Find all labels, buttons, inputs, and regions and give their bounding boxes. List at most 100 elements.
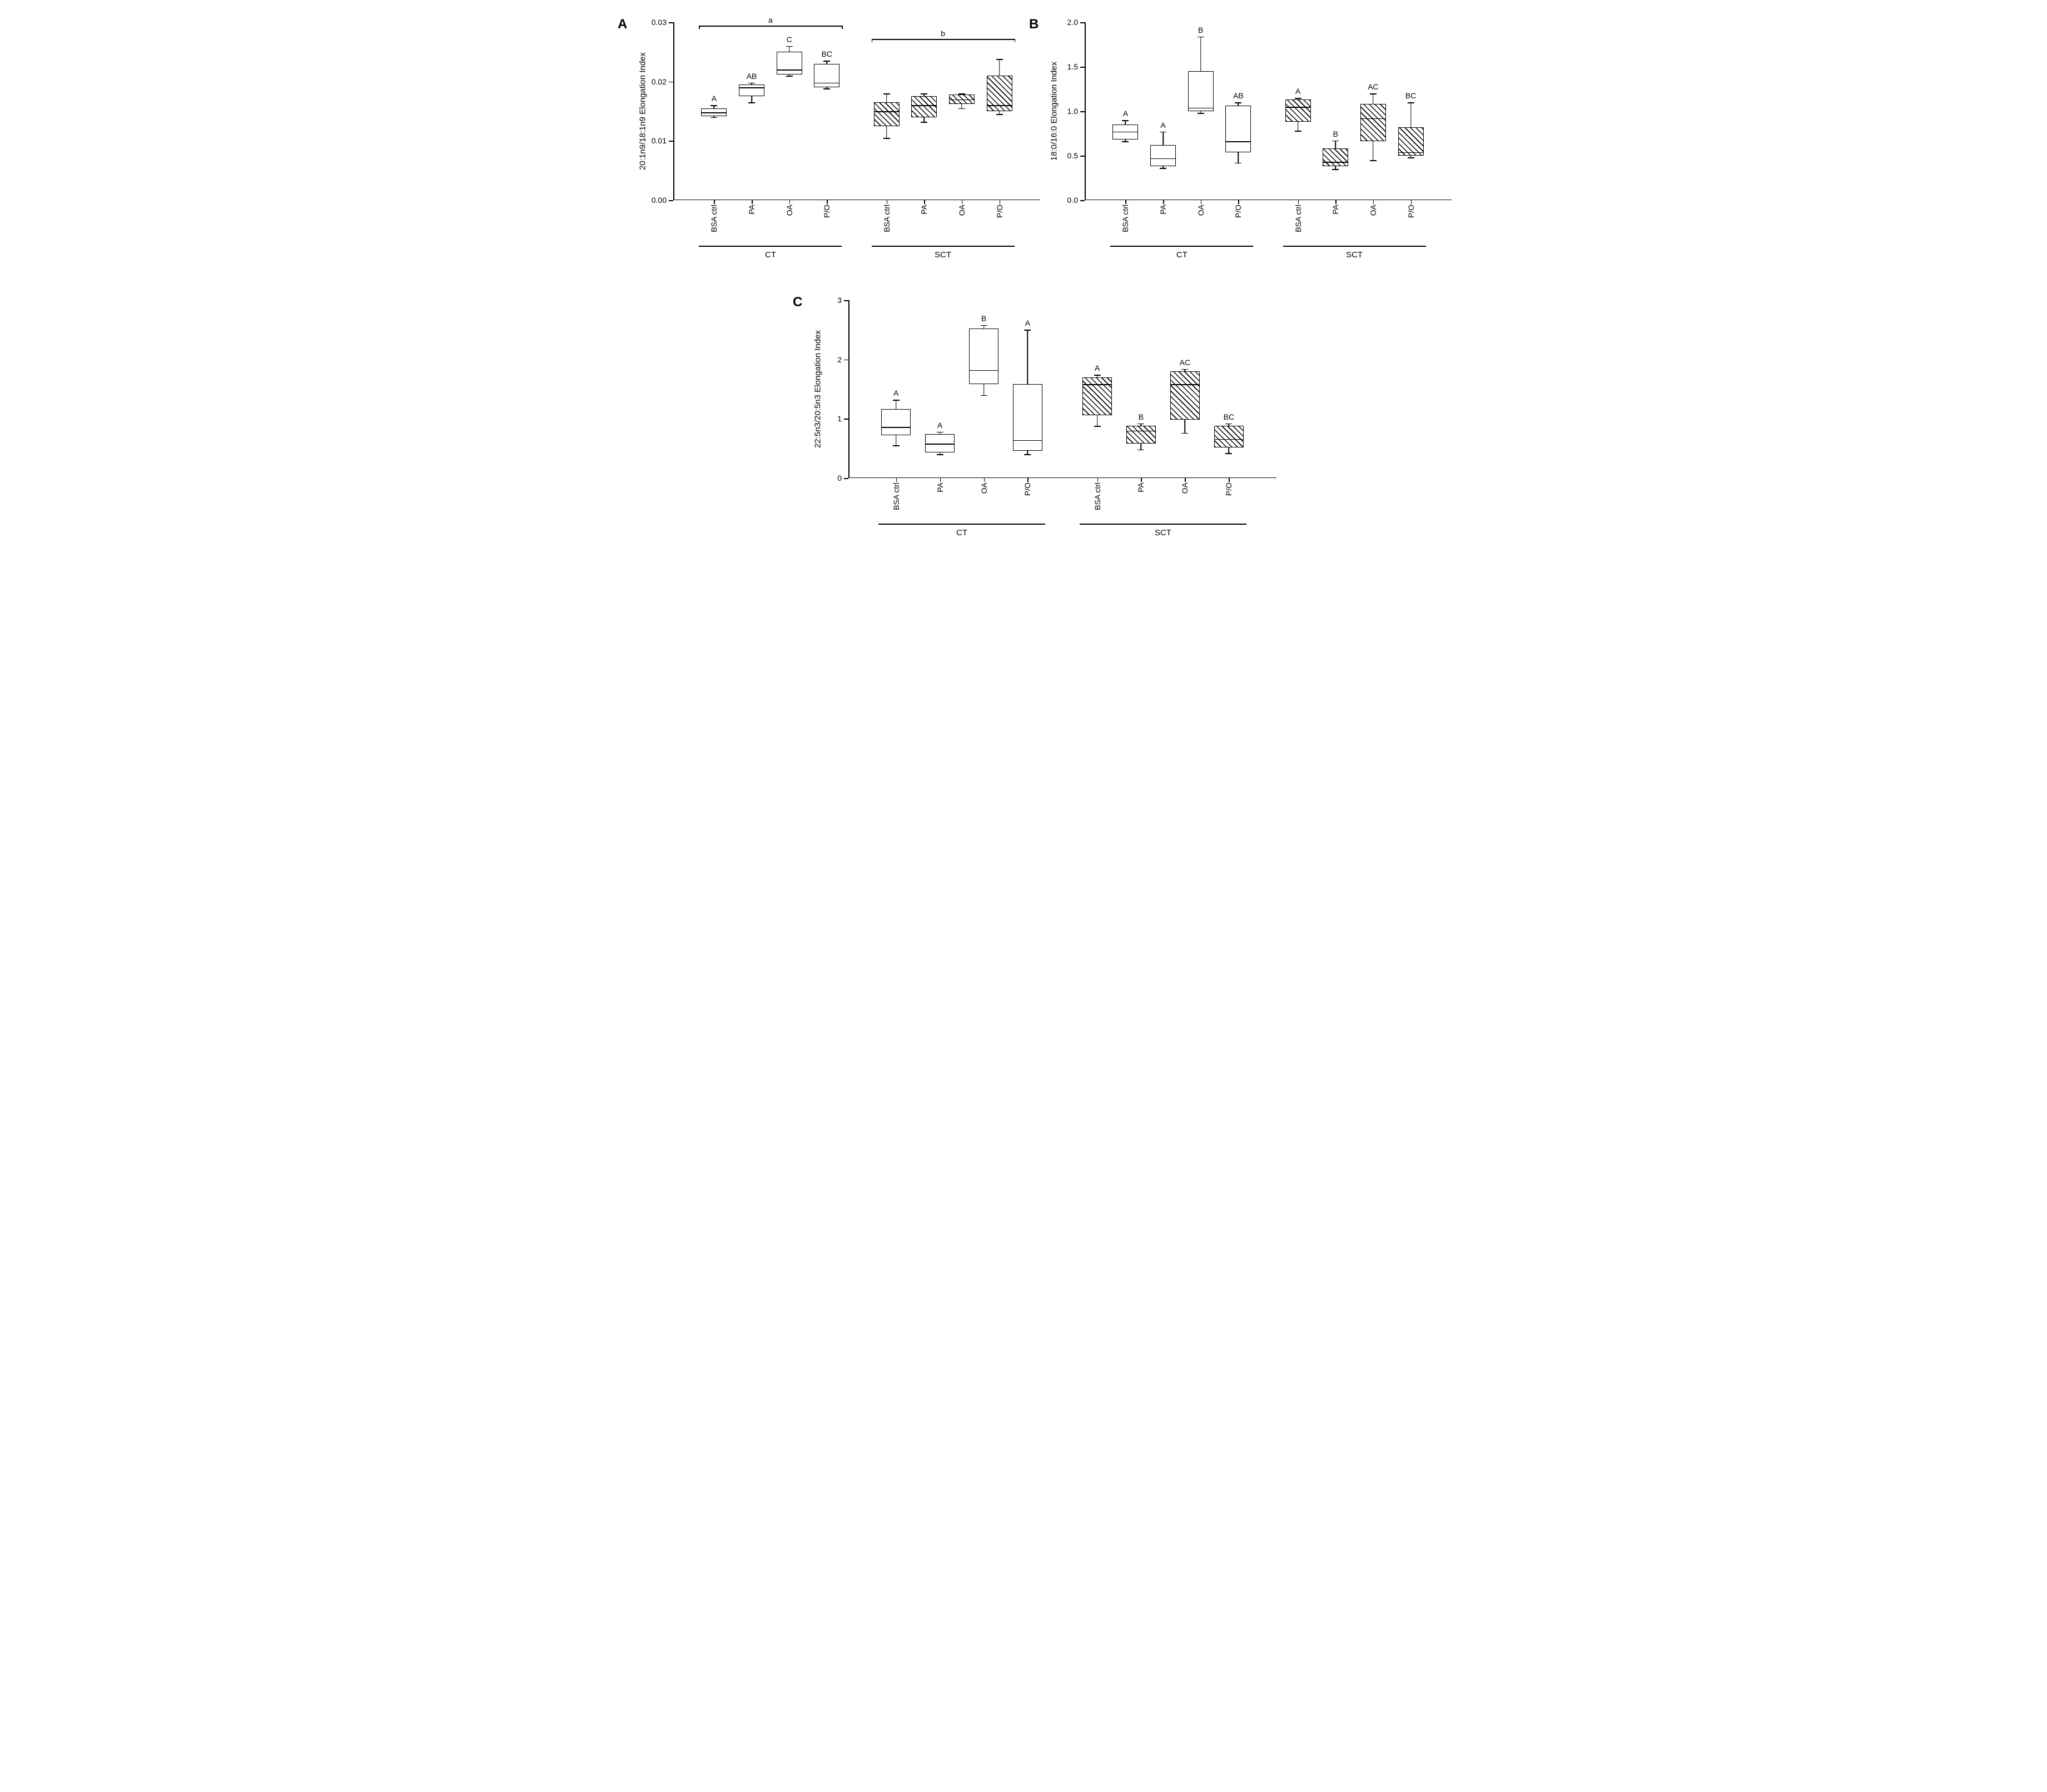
y-tick-label: 0.00 [652, 196, 667, 205]
box-plain [1225, 106, 1251, 152]
significance-label: A [1123, 109, 1128, 118]
y-tick-label: 3 [837, 296, 842, 305]
boxplot: AC [1360, 22, 1386, 200]
boxplot: A [1013, 300, 1043, 478]
y-tick-label: 0 [837, 474, 842, 482]
significance-label: BC [822, 49, 832, 58]
x-tick-label: OA [1196, 205, 1205, 216]
x-tick-label: P/O [1234, 205, 1243, 218]
x-tick-label: PA [1159, 205, 1167, 215]
box-plain [969, 328, 999, 384]
y-axis-label: 20:1n9/18:1n9 Elongation Index [638, 52, 648, 170]
significance-label: A [1025, 318, 1030, 327]
boxplot: B [969, 300, 999, 478]
boxplot [911, 22, 937, 200]
y-axis-label: 22:5n3/20:5n3 Elongation Index [813, 330, 823, 448]
sig-bar-label: a [768, 16, 773, 24]
y-tick-label: 0.02 [652, 77, 667, 86]
significance-label: B [1333, 130, 1338, 138]
box-plain [777, 52, 802, 74]
x-tick-label: BSA ctrl [709, 205, 718, 232]
box-hatched [1126, 426, 1156, 444]
x-tick-label: PA [1331, 205, 1340, 215]
panel-label: A [618, 17, 627, 32]
significance-label: AC [1368, 82, 1378, 91]
boxplot: C [777, 22, 802, 200]
significance-label: AC [1180, 358, 1190, 367]
box-hatched [1214, 426, 1244, 447]
boxplot: A [925, 300, 955, 478]
boxplot [874, 22, 900, 200]
group-label: CT [956, 528, 967, 537]
significance-label: B [1139, 412, 1144, 421]
panel-a: A 20:1n9/18:1n9 Elongation Index 0.00 0.01 0… [634, 22, 1001, 267]
box-hatched [1398, 127, 1424, 156]
x-tick-label: BSA ctrl [1121, 205, 1130, 232]
y-axis-label: 18:0/16:0 Elongation Index [1050, 62, 1059, 161]
significance-label: BC [1405, 91, 1416, 100]
box-hatched [1323, 148, 1348, 166]
x-tick-label: PA [936, 482, 945, 492]
panel-c: C22:5n3/20:5n3 Elongation Index0123AABAA… [809, 300, 1238, 545]
significance-label: A [1295, 87, 1300, 96]
y-tick-label: 2.0 [1067, 18, 1078, 27]
plot-area: 22:5n3/20:5n3 Elongation Index0123AABAAB… [848, 300, 1276, 478]
x-tick-label: P/O [1224, 482, 1233, 496]
x-tick-label: OA [980, 482, 988, 494]
box-plain [739, 84, 764, 96]
significance-label: A [1160, 121, 1165, 130]
box-plain [1150, 145, 1176, 166]
boxplot: AC [1170, 300, 1200, 478]
boxplot: BC [1214, 300, 1244, 478]
y-tick-label: 0.0 [1067, 196, 1078, 205]
x-tick-label: OA [957, 205, 966, 216]
boxplot [949, 22, 975, 200]
x-tick-label: OA [1369, 205, 1378, 216]
boxplot: AB [1225, 22, 1251, 200]
boxplot: A [701, 22, 727, 200]
x-tick-label: OA [1180, 482, 1189, 494]
x-tick-label: BSA ctrl [882, 205, 891, 232]
boxplot: B [1126, 300, 1156, 478]
significance-label: A [937, 421, 942, 430]
plot-area: 20:1n9/18:1n9 Elongation Index0.000.010.… [673, 22, 1040, 200]
significance-label: A [1095, 364, 1100, 372]
x-tick-label: P/O [995, 205, 1004, 218]
x-tick-label: BSA ctrl [1093, 482, 1102, 510]
significance-label: BC [1224, 412, 1234, 421]
group-label: CT [1176, 250, 1188, 260]
significance-label: AB [1233, 91, 1244, 100]
panel-label: B [1029, 17, 1039, 32]
box-plain [1188, 71, 1214, 111]
box-hatched [1082, 377, 1112, 415]
significance-label: AB [747, 72, 757, 81]
y-tick-label: 0.03 [652, 18, 667, 27]
boxplot [987, 22, 1012, 200]
y-tick-label: 2 [837, 355, 842, 364]
panel-label: C [793, 295, 802, 310]
box-hatched [874, 102, 900, 126]
y-tick-label: 1 [837, 414, 842, 423]
box-plain [881, 409, 911, 435]
group-label: SCT [1155, 528, 1171, 537]
group-label: CT [765, 250, 776, 260]
boxplot: AB [739, 22, 764, 200]
boxplot: B [1323, 22, 1348, 200]
boxplot: A [1112, 22, 1138, 200]
significance-label: A [893, 389, 898, 397]
boxplot: A [881, 300, 911, 478]
x-tick-label: PA [1136, 482, 1145, 492]
significance-label: C [787, 35, 792, 44]
x-tick-label: BSA ctrl [892, 482, 901, 510]
boxplot: B [1188, 22, 1214, 200]
x-tick-label: P/O [1407, 205, 1415, 218]
x-tick-label: P/O [822, 205, 831, 218]
significance-label: A [712, 94, 717, 103]
boxplot: A [1150, 22, 1176, 200]
x-tick-label: OA [785, 205, 794, 216]
plot-area: 18:0/16:0 Elongation Index0.00.51.01.52.… [1085, 22, 1452, 200]
x-tick-label: PA [747, 205, 756, 215]
box-hatched [1360, 104, 1386, 141]
y-tick-label: 0.01 [652, 136, 667, 145]
boxplot: A [1082, 300, 1112, 478]
